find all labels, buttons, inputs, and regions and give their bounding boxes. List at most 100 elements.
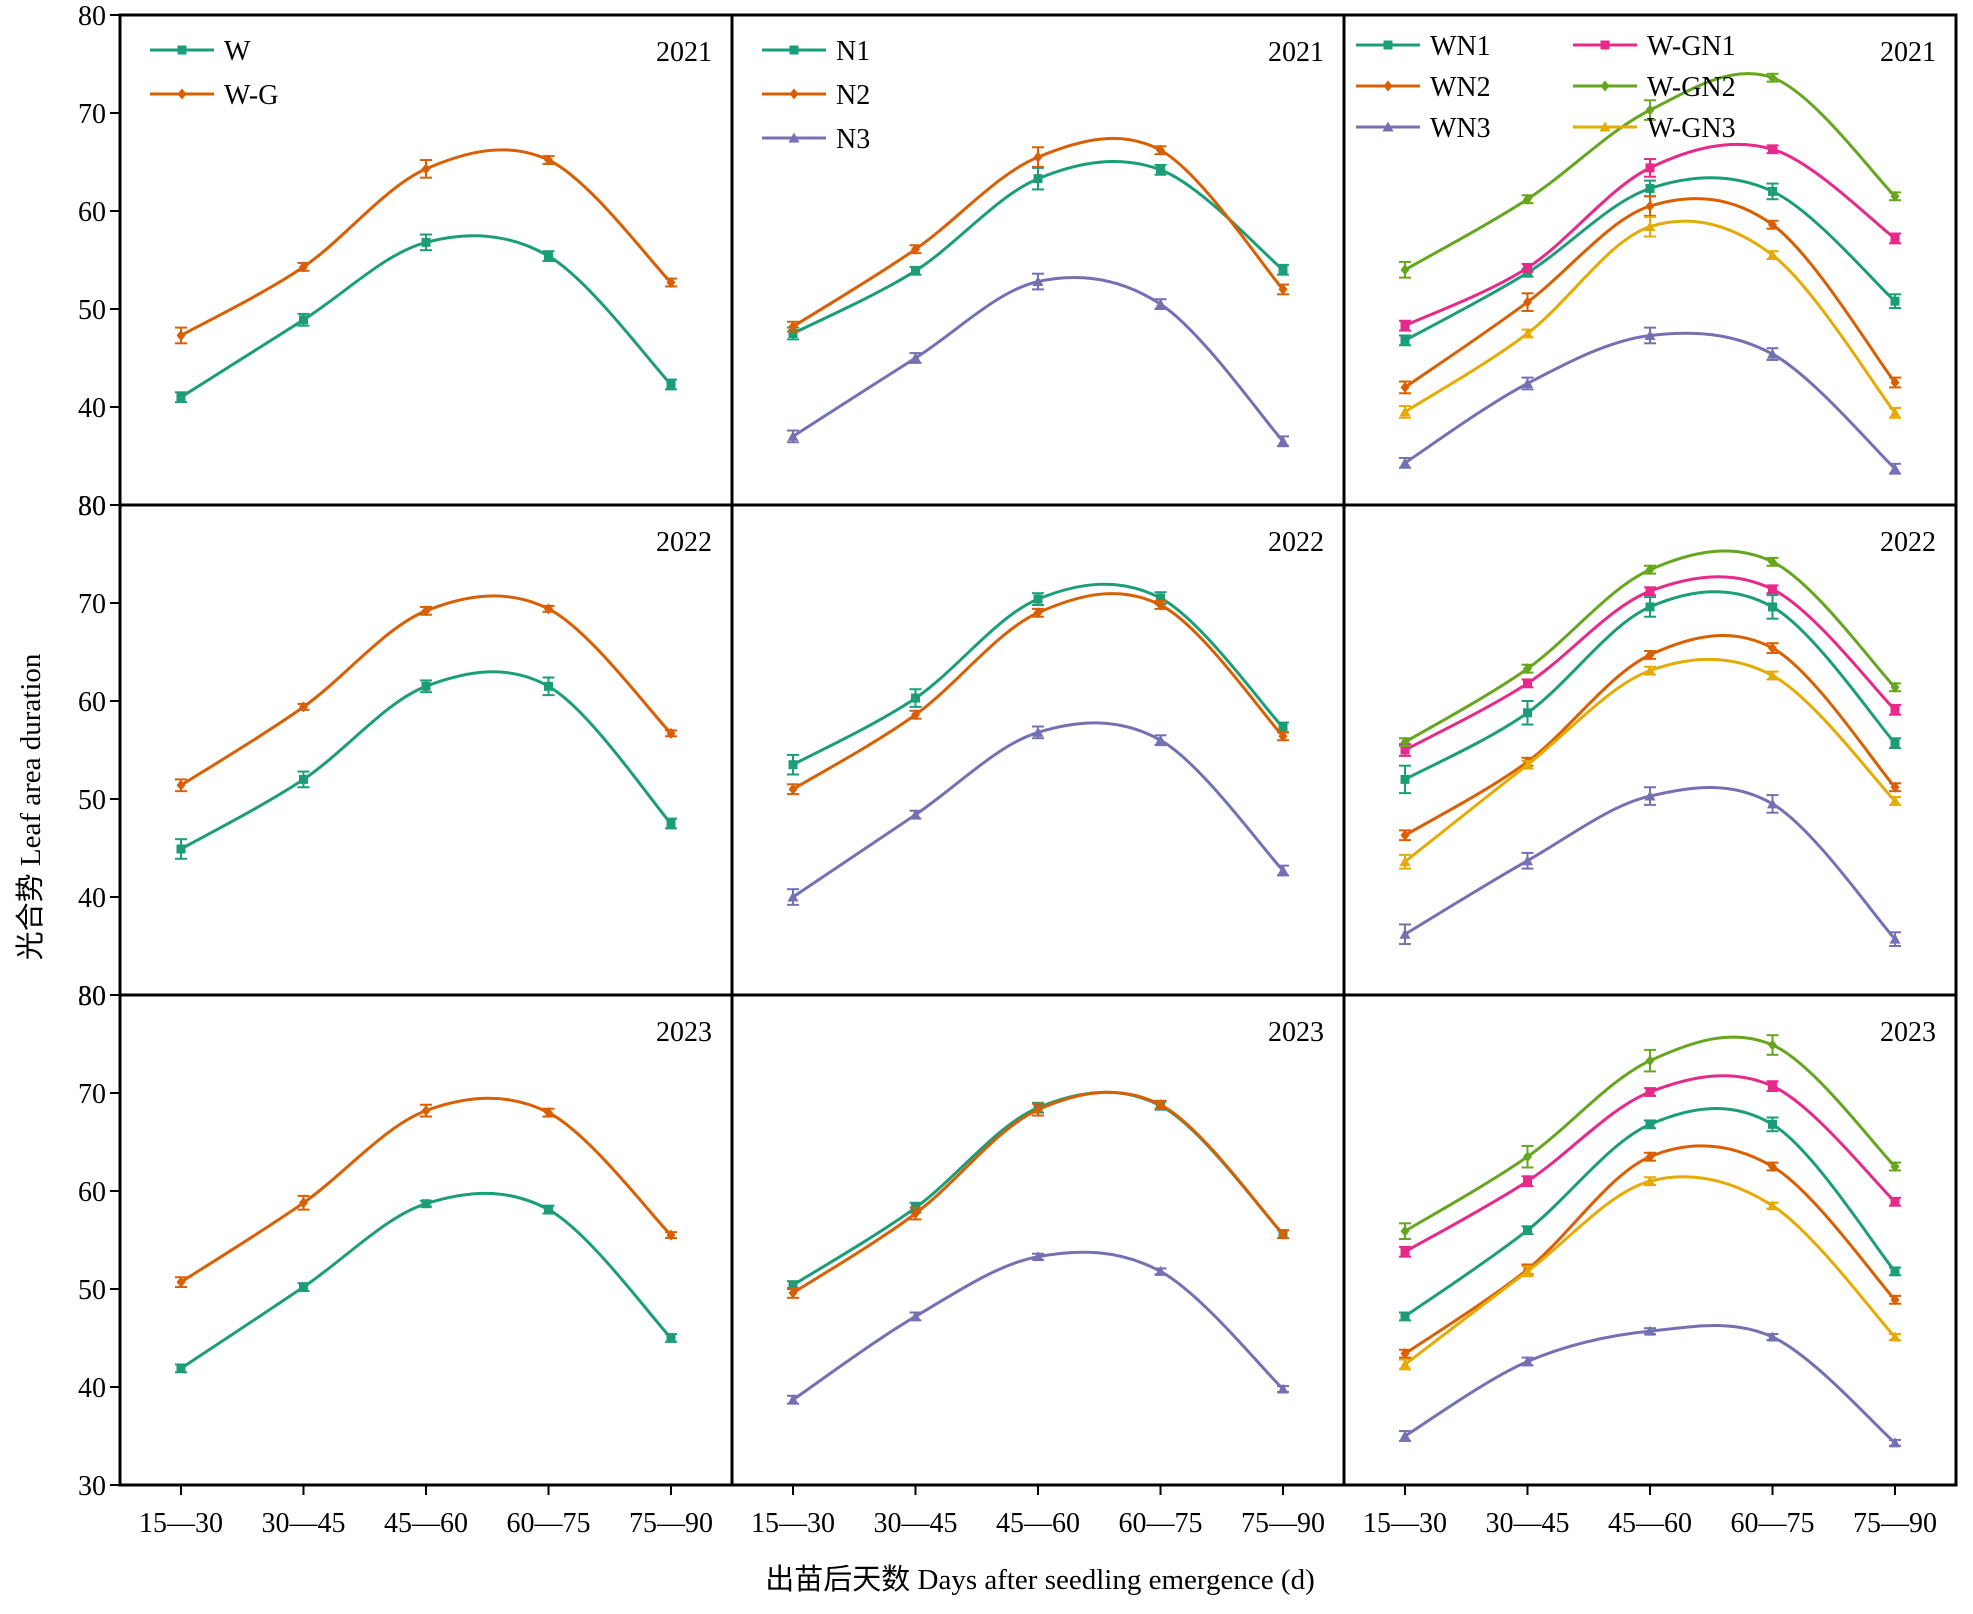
series-line: [1404, 590, 1897, 781]
legend-label: N1: [836, 36, 870, 67]
panel-r1c3: 2021 WN1 WN2 WN3 W-GN1 W-GN2 W-GN3: [1356, 31, 1936, 475]
data-point: [1890, 377, 1900, 388]
data-point: [1890, 781, 1900, 793]
year-label: 2023: [1268, 1017, 1324, 1048]
data-point: [1400, 829, 1410, 841]
series-w-g: [175, 148, 677, 345]
data-point: [1523, 708, 1532, 718]
data-point: [1645, 163, 1655, 173]
data-point: [299, 1282, 308, 1292]
legend-label: W-GN3: [1647, 113, 1736, 144]
series-line: [1404, 1324, 1896, 1445]
data-point: [544, 1205, 553, 1215]
data-point: [1644, 1175, 1656, 1186]
data-point: [1523, 193, 1532, 205]
series-w: [175, 670, 677, 860]
series-line: [180, 1096, 673, 1284]
panel-r1c1: 30 40 50 60 70 80 2021 W W-G: [78, 1, 712, 522]
series-line: [180, 1191, 673, 1370]
y-tick-label: 70: [78, 99, 106, 130]
panel-grid: 30 40 50 60 70 80 2021 W W-G 2021 N1 N2 N3 2021 WN1 WN2…: [78, 1, 1937, 1539]
data-point: [1400, 335, 1410, 345]
data-point: [666, 1229, 676, 1241]
data-point: [1645, 104, 1655, 116]
data-point: [176, 844, 186, 854]
panel-r3c2: 15—30 30—45 45—60 60—75 75—90 2023: [751, 1017, 1325, 1539]
panel-r1c2: 2021 N1 N2 N3: [762, 36, 1324, 448]
y-axis-title: 光合势 Leaf area duration: [14, 653, 47, 960]
data-point: [544, 251, 553, 261]
data-point: [1523, 1151, 1532, 1163]
legend-label: N3: [836, 124, 870, 155]
data-point: [1399, 1358, 1411, 1369]
data-point: [1767, 348, 1778, 359]
series-w: [175, 233, 677, 404]
series-line: [180, 670, 673, 851]
data-point: [1400, 736, 1410, 748]
data-point: [1033, 1104, 1043, 1116]
data-point: [1768, 556, 1777, 568]
data-point: [1644, 790, 1656, 801]
data-point: [544, 603, 553, 615]
data-point: [1645, 183, 1655, 193]
data-point: [1033, 151, 1043, 163]
legend-label: W: [224, 36, 251, 67]
series-line: [1404, 331, 1897, 470]
data-point: [666, 379, 676, 389]
legend: N1 N2 N3: [762, 36, 870, 155]
data-point: [788, 783, 798, 795]
data-point: [1767, 249, 1778, 260]
data-point: [299, 701, 308, 713]
x-tick-label: 30—45: [262, 1508, 346, 1539]
data-point: [1644, 329, 1656, 340]
x-tick-label: 60—75: [507, 1508, 591, 1539]
legend-item: W: [150, 36, 251, 67]
panel-r3c1: 30 40 50 60 70 80 15—30 30—45 45—60 60—75 75—90 202…: [78, 981, 713, 1539]
data-point: [1156, 165, 1165, 175]
legend-item: WN3: [1356, 113, 1491, 144]
legend-item: W-GN1: [1573, 31, 1736, 62]
data-point: [911, 266, 920, 276]
data-point: [1155, 298, 1166, 309]
data-point: [299, 1197, 308, 1209]
data-point: [1278, 730, 1288, 742]
figure-frame: [118, 13, 1958, 1487]
data-point: [299, 315, 308, 325]
legend-marker: [177, 45, 187, 55]
data-point: [1399, 457, 1411, 468]
series-w-gn3: [1399, 1175, 1901, 1371]
legend-marker: [1383, 80, 1393, 92]
data-point: [1155, 1265, 1166, 1276]
data-point: [1399, 856, 1411, 867]
data-point: [1890, 681, 1900, 693]
data-point: [1768, 1119, 1777, 1129]
data-point: [1156, 1099, 1165, 1111]
series-n1: [787, 160, 1289, 341]
data-point: [1890, 705, 1900, 715]
data-point: [299, 774, 308, 784]
data-point: [1889, 407, 1901, 418]
x-tick-label: 45—60: [996, 1508, 1080, 1539]
data-point: [1644, 221, 1656, 232]
legend-label: W-G: [224, 80, 278, 111]
legend-marker: [789, 45, 799, 55]
series-w-gn3: [1399, 215, 1901, 419]
y-tick-label: 60: [78, 687, 106, 718]
data-point: [1889, 1437, 1901, 1448]
y-tick-label: 50: [78, 295, 106, 326]
series-line: [1404, 549, 1897, 744]
legend-marker: [789, 88, 799, 100]
y-tick-label: 60: [78, 1177, 106, 1208]
data-point: [911, 709, 920, 721]
data-point: [1645, 1119, 1655, 1129]
data-point: [1768, 72, 1777, 84]
x-tick-label: 75—90: [1853, 1508, 1937, 1539]
data-point: [1889, 463, 1901, 474]
y-tick-label: 40: [78, 1373, 106, 1404]
panel-r2c3: 2022: [1399, 527, 1936, 947]
data-point: [787, 891, 799, 902]
series-n3: [787, 721, 1289, 906]
data-point: [544, 154, 553, 166]
data-point: [1768, 584, 1777, 594]
